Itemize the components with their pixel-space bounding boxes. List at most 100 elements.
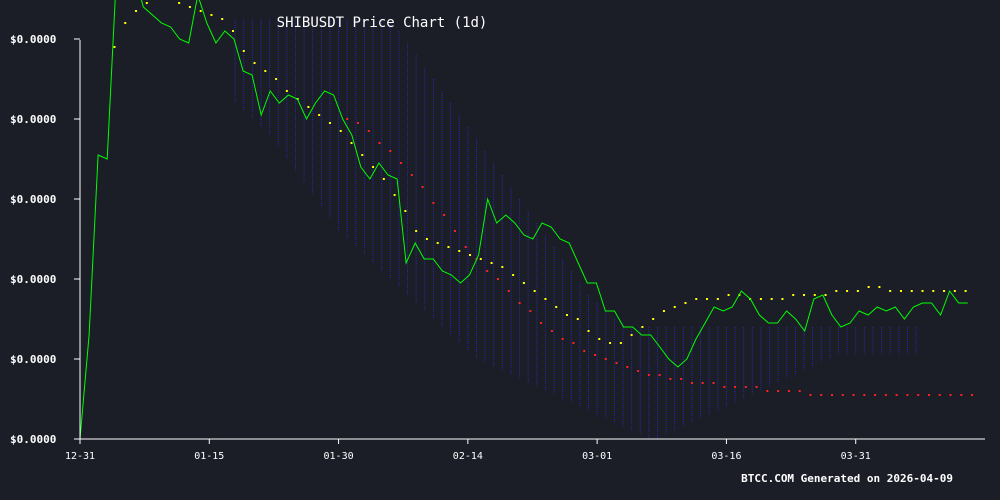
parabolic-sar-point (436, 242, 439, 244)
moving-average-point (841, 394, 844, 396)
x-axis-ticks: 12-31 01-15 01-30 02-14 03-01 03-16 03-31 (65, 439, 871, 462)
parabolic-sar-point (490, 262, 493, 264)
parabolic-sar-point (253, 62, 256, 64)
moving-average-point (410, 174, 413, 176)
parabolic-sar-point (404, 210, 407, 212)
parabolic-sar-point (382, 178, 385, 180)
x-tick-label: 01-30 (324, 451, 354, 462)
price-line (79, 0, 968, 440)
parabolic-sar-point (684, 302, 687, 304)
moving-average-point (820, 394, 823, 396)
parabolic-sar-point (318, 114, 321, 116)
parabolic-sar-point (135, 10, 138, 12)
moving-average-point (507, 290, 510, 292)
parabolic-sar-point (695, 298, 698, 300)
moving-average-point (938, 394, 941, 396)
moving-average-point (540, 322, 543, 324)
parabolic-sar-point (835, 290, 838, 292)
parabolic-sar-point (339, 130, 342, 132)
parabolic-sar-point (188, 6, 191, 8)
moving-average-point (949, 394, 952, 396)
parabolic-sar-point (964, 290, 967, 292)
moving-average-point (701, 382, 704, 384)
parabolic-sar-point (512, 274, 515, 276)
moving-average-point (680, 378, 683, 380)
parabolic-sar-point (447, 246, 450, 248)
moving-average-point (561, 338, 564, 340)
parabolic-sar-point (759, 298, 762, 300)
parabolic-sar-point (867, 286, 870, 288)
parabolic-sar-point (662, 310, 665, 312)
parabolic-sar-point (813, 294, 816, 296)
x-tick-label: 03-01 (582, 451, 612, 462)
parabolic-sar-point (221, 18, 224, 20)
moving-average-point (518, 302, 521, 304)
moving-average-point (895, 394, 898, 396)
moving-average-point (971, 394, 974, 396)
x-tick-label: 01-15 (194, 451, 224, 462)
moving-average-series (346, 118, 974, 396)
parabolic-sar-point (770, 298, 773, 300)
moving-average-point (421, 186, 424, 188)
parabolic-sar-point (792, 294, 795, 296)
parabolic-sar-point (576, 318, 579, 320)
parabolic-sar-point (652, 318, 655, 320)
parabolic-sar-point (372, 166, 375, 168)
parabolic-sar-point (932, 290, 935, 292)
parabolic-sar-point (803, 294, 805, 296)
moving-average-point (658, 374, 661, 376)
parabolic-sar-point (264, 70, 267, 72)
moving-average-point (486, 270, 489, 272)
parabolic-sar-point (598, 338, 601, 340)
parabolic-sar-point (361, 154, 364, 156)
moving-average-point (863, 394, 866, 396)
parabolic-sar-point (781, 298, 784, 300)
parabolic-sar-point (673, 306, 676, 308)
moving-average-point (615, 362, 618, 364)
footer-credit: BTCC.COM Generated on 2026-04-09 (741, 472, 953, 485)
y-tick-label: $0.0000 (10, 433, 56, 446)
moving-average-point (874, 394, 877, 396)
parabolic-sar-point (479, 258, 482, 260)
moving-average-point (831, 394, 834, 396)
x-tick-label: 03-31 (841, 451, 871, 462)
moving-average-point (593, 354, 596, 356)
parabolic-sar-point (953, 290, 956, 292)
parabolic-sar-point (199, 10, 202, 12)
parabolic-sar-point (145, 2, 148, 4)
moving-average-point (497, 278, 500, 280)
moving-average-point (583, 350, 586, 352)
parabolic-sar-point (469, 254, 472, 256)
parabolic-sar-point (533, 290, 536, 292)
moving-average-point (809, 394, 812, 396)
parabolic-sar-point (846, 290, 849, 292)
moving-average-point (367, 130, 370, 132)
parabolic-sar-point (555, 306, 558, 308)
moving-average-point (712, 382, 715, 384)
parabolic-sar-point (544, 298, 547, 300)
parabolic-sar-point (609, 342, 612, 344)
moving-average-point (798, 390, 801, 392)
moving-average-point (647, 374, 650, 376)
moving-average-point (917, 394, 920, 396)
parabolic-sar-point (899, 290, 902, 292)
parabolic-sar-series (113, 2, 967, 344)
moving-average-point (432, 202, 435, 204)
parabolic-sar-point (178, 2, 181, 4)
parabolic-sar-point (641, 326, 644, 328)
y-axis-ticks: $0.0000 $0.0000 $0.0000 $0.0000 $0.0000 $0.00… (10, 33, 80, 446)
moving-average-point (626, 366, 629, 368)
moving-average-point (464, 246, 467, 248)
parabolic-sar-point (307, 106, 310, 108)
moving-average-point (906, 394, 909, 396)
parabolic-sar-point (943, 290, 946, 292)
y-tick-label: $0.0000 (10, 33, 56, 46)
parabolic-sar-point (889, 290, 892, 292)
parabolic-sar-point (878, 286, 881, 288)
parabolic-sar-point (285, 90, 288, 92)
parabolic-sar-point (824, 294, 827, 296)
parabolic-sar-point (393, 194, 396, 196)
y-tick-label: $0.0000 (10, 273, 56, 286)
parabolic-sar-point (565, 314, 568, 316)
